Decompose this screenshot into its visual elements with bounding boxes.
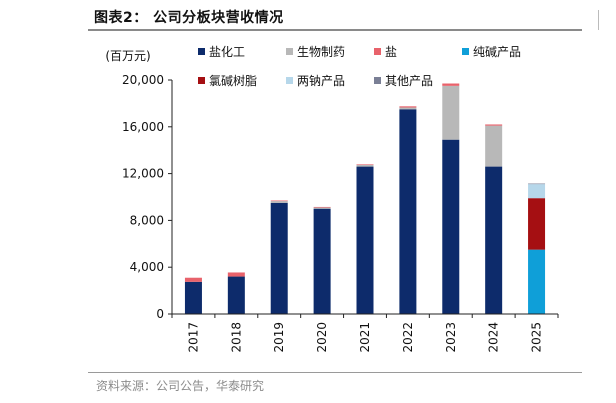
x-tick-label: 2020 xyxy=(315,322,329,353)
legend-swatch xyxy=(286,77,293,84)
top-divider xyxy=(88,29,582,31)
bar-segment xyxy=(399,107,417,110)
legend-label: 纯碱产品 xyxy=(473,45,521,59)
bar-segment xyxy=(528,183,546,185)
bars xyxy=(184,83,546,314)
x-tick-label: 2018 xyxy=(229,322,243,353)
legend-swatch xyxy=(286,48,293,55)
x-tick-label: 2021 xyxy=(358,322,372,353)
source-note: 资料来源：公司公告，华泰研究 xyxy=(96,379,265,393)
bar-segment xyxy=(313,208,331,314)
legend-label: 其他产品 xyxy=(385,74,433,88)
bar-segment xyxy=(399,106,417,108)
legend-swatch xyxy=(374,77,381,84)
bar-segment xyxy=(528,184,546,199)
y-tick-label: 12,000 xyxy=(122,167,164,181)
y-tick-label: 16,000 xyxy=(122,120,164,134)
bar-segment xyxy=(313,207,331,209)
y-tick-label: 20,000 xyxy=(122,73,164,87)
bar-segment xyxy=(356,164,374,165)
bar-segment xyxy=(270,201,288,203)
bar-segment xyxy=(442,85,460,140)
x-axis: 2017 2018 2019 2020 2021 2022 2023 2024 2025 xyxy=(171,313,559,353)
legend-swatch xyxy=(198,48,205,55)
bar-segment xyxy=(270,202,288,314)
y-tick-label: 8,000 xyxy=(130,213,164,227)
bar-segment xyxy=(442,83,460,86)
legend-swatch xyxy=(462,48,469,55)
legend-swatch xyxy=(198,77,205,84)
bar-segment xyxy=(442,139,460,314)
bar-segment xyxy=(485,166,503,314)
y-axis: 0 4,000 8,000 12,000 16,000 20,000 xyxy=(122,73,173,321)
figure-title: 图表2： 公司分板块营收情况 xyxy=(94,10,284,26)
bottom-divider xyxy=(88,372,582,373)
bar-segment xyxy=(270,200,288,202)
x-tick-label: 2023 xyxy=(444,322,458,353)
y-tick-label: 0 xyxy=(156,307,164,321)
bar-segment xyxy=(184,281,202,314)
bar-segment xyxy=(485,125,503,167)
legend-label: 盐 xyxy=(385,45,397,59)
x-tick-label: 2024 xyxy=(487,322,501,353)
bar-segment xyxy=(485,124,503,126)
x-tick-label: 2025 xyxy=(530,322,544,353)
y-tick-label: 4,000 xyxy=(130,260,164,274)
legend-label: 生物制药 xyxy=(297,45,345,59)
right-divider xyxy=(598,10,599,30)
bar-segment xyxy=(356,166,374,314)
x-tick-label: 2019 xyxy=(272,322,286,353)
x-tick-label: 2017 xyxy=(186,322,200,353)
bar-segment xyxy=(528,198,546,250)
bar-segment xyxy=(227,276,245,314)
legend-label: 两钠产品 xyxy=(297,73,345,88)
bar-segment xyxy=(528,249,546,314)
bar-segment xyxy=(356,164,374,167)
legend-label: 盐化工 xyxy=(209,45,245,59)
x-tick-label: 2022 xyxy=(401,322,415,353)
unit-label: (百万元) xyxy=(105,49,150,63)
bar-segment xyxy=(399,109,417,314)
legend-swatch xyxy=(374,48,381,55)
bar-segment xyxy=(227,272,245,277)
bar-segment xyxy=(313,206,331,208)
legend-label: 氯碱树脂 xyxy=(209,73,257,88)
bar-segment xyxy=(184,277,202,282)
